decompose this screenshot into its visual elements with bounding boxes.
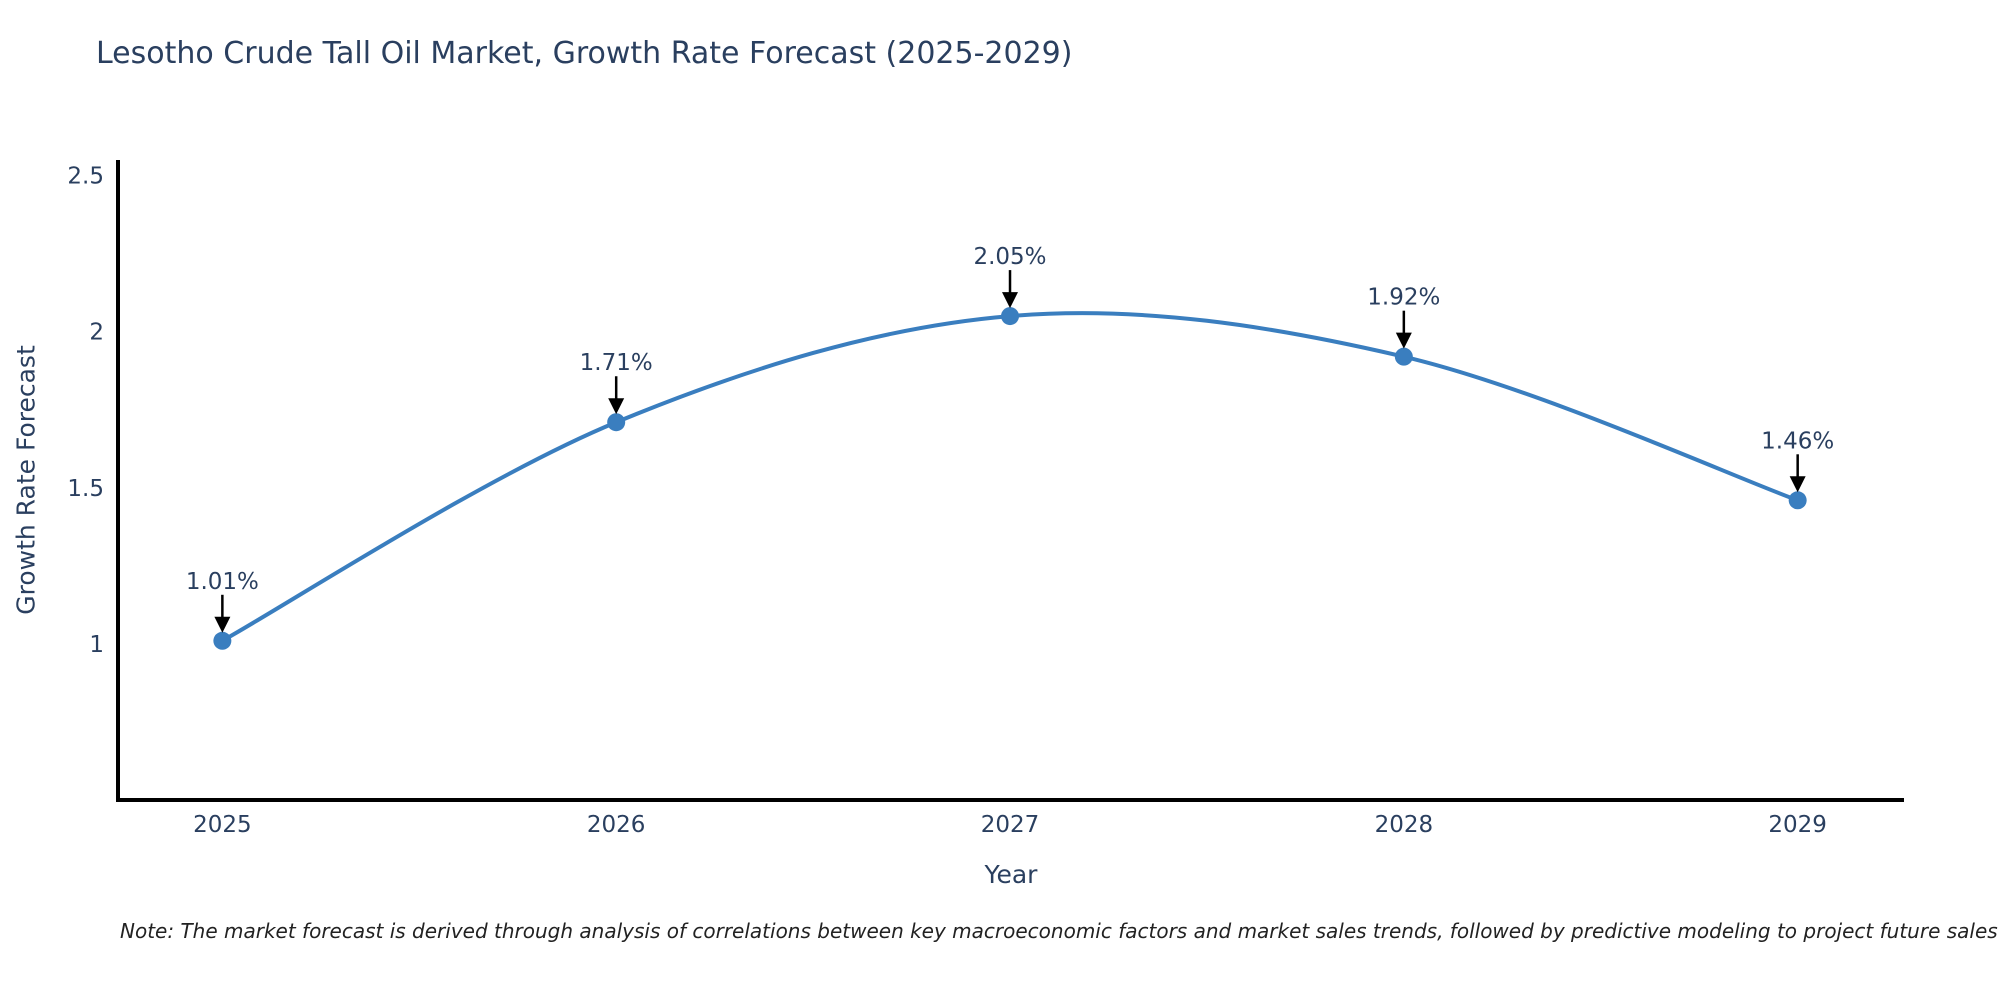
annotation-arrowhead-icon xyxy=(1395,332,1412,349)
data-point-annotation: 1.71% xyxy=(580,350,653,376)
data-point-marker[interactable] xyxy=(1001,307,1020,326)
x-tick-label: 2027 xyxy=(981,812,1040,838)
data-point-marker[interactable] xyxy=(607,413,626,432)
x-tick-label: 2025 xyxy=(193,812,252,838)
x-tick-label: 2028 xyxy=(1375,812,1434,838)
data-point-marker[interactable] xyxy=(1394,347,1413,366)
data-point-marker[interactable] xyxy=(213,631,232,650)
y-tick-label: 1.5 xyxy=(67,476,104,502)
y-tick-label: 2 xyxy=(89,320,104,346)
data-point-marker[interactable] xyxy=(1788,491,1807,510)
annotation-arrowhead-icon xyxy=(1789,476,1806,493)
x-axis-title: Year xyxy=(984,860,1038,889)
y-axis-title: Growth Rate Forecast xyxy=(11,345,41,615)
data-point-annotation: 1.92% xyxy=(1367,285,1440,311)
chart-title: Lesotho Crude Tall Oil Market, Growth Ra… xyxy=(96,36,1073,71)
forecast-line xyxy=(220,311,1800,643)
y-tick-label: 1 xyxy=(89,632,104,658)
annotation-arrowhead-icon xyxy=(1002,292,1019,309)
annotation-arrowhead-icon xyxy=(608,398,625,415)
data-point-annotation: 2.05% xyxy=(973,244,1046,270)
annotation-arrowhead-icon xyxy=(214,616,231,633)
y-tick-label: 2.5 xyxy=(67,164,104,190)
x-tick-label: 2029 xyxy=(1768,812,1827,838)
data-point-annotation: 1.01% xyxy=(186,569,259,595)
data-point-annotation: 1.46% xyxy=(1761,428,1834,454)
x-tick-label: 2026 xyxy=(587,812,646,838)
footnote: Note: The market forecast is derived thr… xyxy=(120,919,1998,943)
